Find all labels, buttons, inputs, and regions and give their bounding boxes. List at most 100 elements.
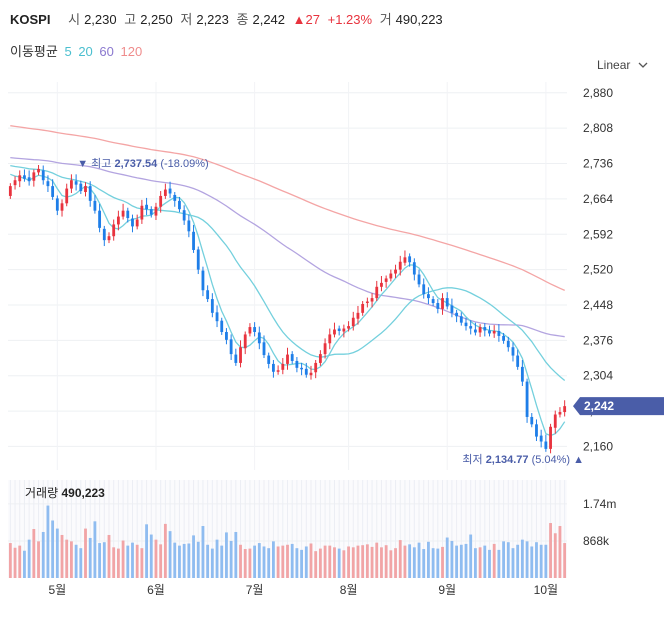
candle-body — [473, 329, 477, 333]
volume-bar — [262, 546, 266, 578]
ma20-line — [10, 164, 566, 382]
candle-body — [469, 326, 473, 329]
change-value: 27 — [305, 12, 320, 27]
volume-bar — [271, 541, 275, 578]
max-annotation-pct: (-18.09%) — [160, 158, 208, 170]
candle-body — [102, 228, 106, 241]
candle-body — [403, 257, 407, 263]
volume-bar — [314, 551, 318, 578]
ma5-legend: 5 — [64, 44, 72, 59]
volume-bar — [27, 539, 31, 578]
y-tick-label: 2,376 — [583, 333, 613, 347]
volume-bar — [347, 546, 350, 578]
candle-body — [436, 303, 440, 309]
candle-body — [173, 194, 177, 201]
x-tick-label: 10월 — [534, 583, 558, 597]
volume-bar — [201, 526, 205, 578]
volume-bar — [535, 542, 538, 578]
volume-bar — [300, 549, 304, 578]
candle-body — [370, 298, 374, 302]
candle-body — [459, 316, 463, 323]
volume-bar — [178, 545, 181, 578]
candle-body — [441, 298, 444, 309]
candle-body — [412, 262, 416, 275]
volume-bar — [323, 545, 327, 578]
volume-bar — [492, 543, 496, 578]
candle-body — [516, 355, 520, 367]
candle-body — [309, 372, 313, 376]
candle-body — [333, 329, 336, 335]
volume-bar — [356, 545, 360, 578]
candle-body — [74, 181, 78, 185]
volume-bar — [398, 540, 402, 578]
candle-body — [239, 347, 242, 363]
volume-bar — [483, 545, 487, 578]
candle-body — [168, 188, 172, 194]
candle-body — [286, 354, 289, 364]
y-tick-label: 2,808 — [583, 121, 613, 135]
candle-body — [27, 177, 31, 182]
current-price-label: 2,242 — [584, 399, 614, 413]
volume-bar — [192, 535, 195, 578]
volume-bar — [107, 534, 111, 578]
volume-bar — [18, 545, 22, 578]
candle-body — [365, 301, 369, 304]
volume-bar — [304, 546, 308, 578]
volume-bar — [112, 547, 116, 578]
y-tick-label: 2,880 — [583, 86, 613, 100]
volume-bar — [394, 548, 397, 578]
candle-body — [70, 180, 73, 189]
candle-body — [520, 366, 524, 382]
candle-body — [553, 414, 557, 428]
change-up-arrow-icon: ▲ — [292, 12, 306, 27]
volume-bar — [380, 547, 383, 578]
volume-bar — [248, 548, 252, 578]
y-tick-label: 2,448 — [583, 298, 613, 312]
volume-bar — [516, 544, 520, 578]
x-tick-label: 7월 — [246, 583, 264, 597]
min-annotation-value: 2,134.77 — [486, 454, 532, 466]
x-tick-label: 9월 — [438, 583, 456, 597]
volume-bar — [295, 548, 299, 578]
candle-body — [107, 236, 111, 241]
volume-bar — [41, 531, 45, 578]
candle-body — [281, 363, 285, 370]
candle-body — [271, 363, 275, 372]
candle-body — [32, 172, 36, 181]
volume-bar — [84, 528, 87, 578]
candle-body — [18, 175, 22, 182]
volume-bar — [441, 546, 444, 578]
candle-body — [140, 205, 144, 220]
candle-body — [535, 424, 538, 437]
x-tick-label: 8월 — [340, 583, 358, 597]
scale-mode-label: Linear — [597, 58, 631, 72]
candle-body — [187, 220, 191, 232]
moving-average-legend[interactable]: 이동평균 5 20 60 120 — [10, 41, 145, 60]
volume-bar — [173, 542, 177, 578]
candle-body — [253, 327, 257, 332]
candle-body — [55, 198, 59, 211]
candle-body — [511, 347, 515, 356]
candle-body — [178, 200, 181, 210]
volume-tick-label: 868k — [583, 534, 610, 548]
symbol-name: KOSPI — [10, 12, 51, 27]
candle-body — [497, 331, 501, 336]
volume-bar — [309, 543, 313, 578]
candle-body — [37, 168, 40, 173]
candle-body — [558, 412, 562, 415]
volume-bar — [333, 547, 336, 578]
candle-body — [267, 355, 271, 364]
volume-bar — [473, 548, 477, 578]
candle-body — [131, 218, 134, 227]
volume-bar — [88, 537, 92, 578]
scale-mode-button[interactable]: Linear — [597, 58, 648, 72]
candle-body — [295, 360, 299, 368]
candle-body — [84, 186, 87, 193]
volume-bar — [455, 545, 459, 578]
volume-bar — [408, 544, 412, 578]
volume-bar — [145, 524, 148, 578]
volume-bar — [229, 540, 233, 578]
candle-body — [483, 327, 487, 331]
volume-bar — [243, 549, 247, 578]
